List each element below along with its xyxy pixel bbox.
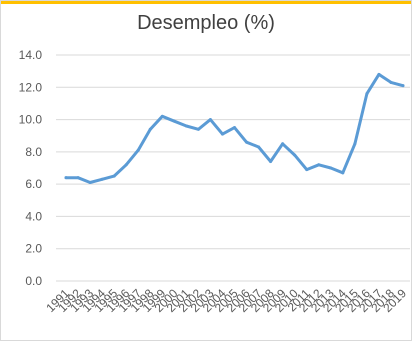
data-point-1991 <box>64 176 68 180</box>
data-point-2016 <box>365 92 369 96</box>
data-point-1998 <box>148 127 152 131</box>
data-point-1999 <box>160 114 164 118</box>
top-border <box>0 0 412 4</box>
data-point-2018 <box>389 80 393 84</box>
y-tick-label: 2.0 <box>25 242 42 256</box>
chart-title: Desempleo (%) <box>137 12 275 34</box>
data-point-2012 <box>317 163 321 167</box>
y-tick-label: 6.0 <box>25 177 42 191</box>
data-point-2019 <box>401 84 405 88</box>
data-point-2002 <box>196 127 200 131</box>
y-tick-label: 12.0 <box>19 80 43 94</box>
data-point-2007 <box>257 145 261 149</box>
data-point-2001 <box>184 124 188 128</box>
data-point-2006 <box>245 140 249 144</box>
data-point-1995 <box>112 174 116 178</box>
data-point-2008 <box>269 160 273 164</box>
y-tick-label: 4.0 <box>25 209 42 223</box>
data-point-1994 <box>100 177 104 181</box>
x-axis-ticks: 1991199219931994199519961997199819992000… <box>43 286 409 315</box>
data-point-2014 <box>341 171 345 175</box>
y-tick-label: 14.0 <box>19 48 43 62</box>
y-tick-label: 8.0 <box>25 145 42 159</box>
series-layer <box>64 72 405 185</box>
data-point-1992 <box>76 176 80 180</box>
data-point-1993 <box>88 181 92 185</box>
data-point-2017 <box>377 72 381 76</box>
data-point-2013 <box>329 166 333 170</box>
data-point-2015 <box>353 142 357 146</box>
data-point-2010 <box>293 153 297 157</box>
data-point-2003 <box>208 118 212 122</box>
y-axis-ticks: 0.0 2.0 4.0 6.0 8.0 10.0 12.0 14.0 <box>19 48 43 288</box>
data-point-2011 <box>305 168 309 172</box>
data-point-2000 <box>172 119 176 123</box>
data-point-1996 <box>124 163 128 167</box>
gridlines <box>56 54 410 282</box>
y-tick-label: 0.0 <box>25 274 42 288</box>
data-point-1997 <box>136 148 140 152</box>
data-point-2005 <box>233 126 236 130</box>
data-point-2004 <box>220 132 224 136</box>
y-tick-label: 10.0 <box>19 113 43 127</box>
data-point-2009 <box>281 142 285 146</box>
